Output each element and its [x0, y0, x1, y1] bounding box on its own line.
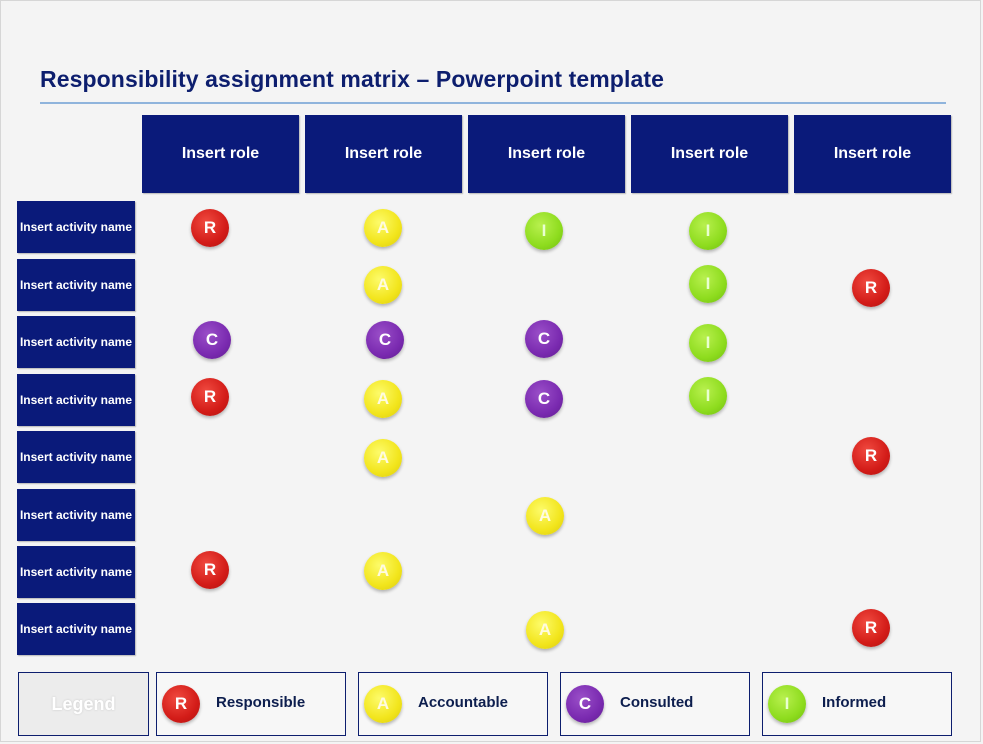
matrix-cell-r1-c2: A: [364, 209, 402, 247]
matrix-cell-r7-c1: R: [191, 551, 229, 589]
matrix-cell-r5-c5: R: [852, 437, 890, 475]
activity-label-7: Insert activity name: [17, 546, 135, 598]
matrix-cell-r8-c5: R: [852, 609, 890, 647]
legend-responsible-icon: R: [162, 685, 200, 723]
role-header-4: Insert role: [631, 115, 788, 193]
legend-informed-label: Informed: [822, 694, 887, 711]
legend-responsible-label: Responsible: [216, 694, 306, 711]
activity-label-3: Insert activity name: [17, 316, 135, 368]
slide-title: Responsibility assignment matrix – Power…: [40, 66, 664, 92]
legend-informed-icon: I: [768, 685, 806, 723]
matrix-cell-r8-c3: A: [526, 611, 564, 649]
activity-label-5: Insert activity name: [17, 431, 135, 483]
matrix-cell-r3-c3: C: [525, 320, 563, 358]
role-header-1: Insert role: [142, 115, 299, 193]
matrix-cell-r2-c4: I: [689, 265, 727, 303]
activity-label-6: Insert activity name: [17, 489, 135, 541]
activity-label-1: Insert activity name: [17, 201, 135, 253]
title-rule: [40, 102, 946, 104]
activity-label-4: Insert activity name: [17, 374, 135, 426]
legend-accountable-label: Accountable: [418, 694, 509, 711]
matrix-cell-r3-c4: I: [689, 324, 727, 362]
legend-consulted-icon: C: [566, 685, 604, 723]
legend-accountable-icon: A: [364, 685, 402, 723]
matrix-cell-r1-c3: I: [525, 212, 563, 250]
matrix-cell-r3-c2: C: [366, 321, 404, 359]
legend-title: Legend: [18, 672, 149, 736]
matrix-cell-r4-c3: C: [525, 380, 563, 418]
role-header-5: Insert role: [794, 115, 951, 193]
matrix-cell-r4-c1: R: [191, 378, 229, 416]
legend-consulted-label: Consulted: [620, 694, 694, 711]
role-header-2: Insert role: [305, 115, 462, 193]
matrix-cell-r7-c2: A: [364, 552, 402, 590]
matrix-cell-r5-c2: A: [364, 439, 402, 477]
matrix-cell-r1-c1: R: [191, 209, 229, 247]
activity-label-8: Insert activity name: [17, 603, 135, 655]
matrix-cell-r2-c5: R: [852, 269, 890, 307]
matrix-cell-r3-c1: C: [193, 321, 231, 359]
matrix-cell-r2-c2: A: [364, 266, 402, 304]
matrix-cell-r4-c2: A: [364, 380, 402, 418]
matrix-cell-r1-c4: I: [689, 212, 727, 250]
role-header-3: Insert role: [468, 115, 625, 193]
matrix-cell-r6-c3: A: [526, 497, 564, 535]
matrix-cell-r4-c4: I: [689, 377, 727, 415]
activity-label-2: Insert activity name: [17, 259, 135, 311]
